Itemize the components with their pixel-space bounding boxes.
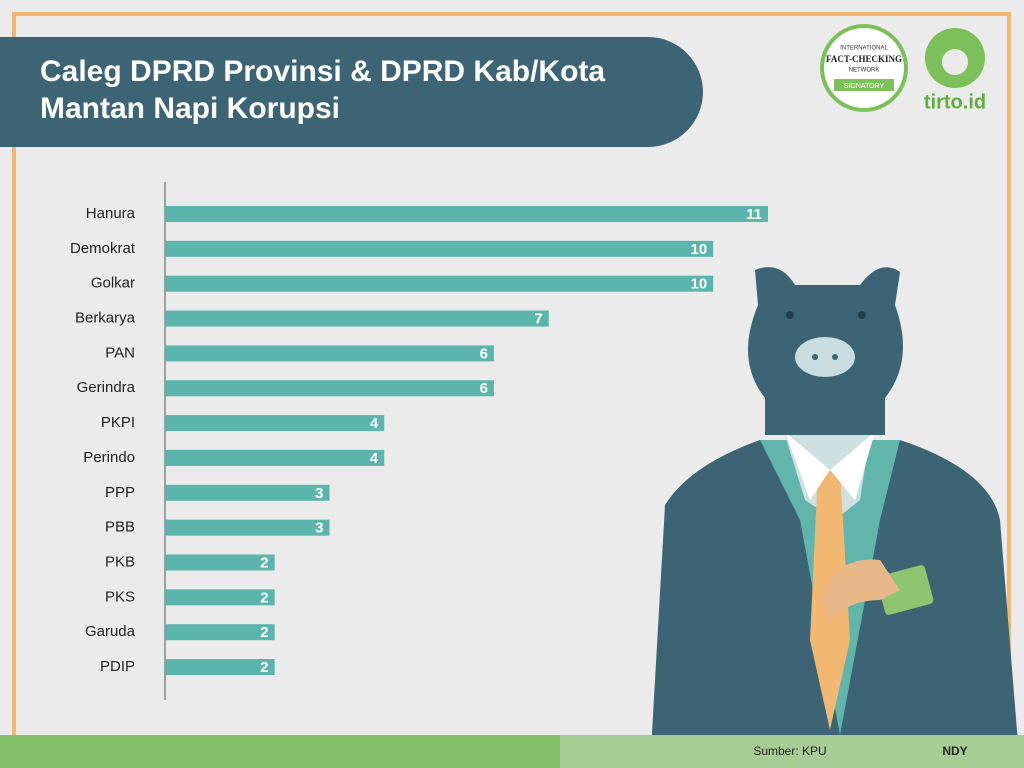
badge-text: INTERNATIONAL — [840, 46, 888, 52]
bar — [165, 380, 494, 397]
chart-title: Caleg DPRD Provinsi & DPRD Kab/Kota — [40, 55, 605, 88]
value-label: 2 — [260, 554, 268, 571]
value-label: 7 — [534, 311, 542, 328]
source: Sumber: KPU — [753, 744, 826, 758]
illustration — [0, 267, 1024, 768]
category-label: Gerindra — [77, 379, 136, 396]
category-label: PPP — [105, 484, 135, 501]
value-label: 4 — [370, 450, 379, 467]
category-label: Demokrat — [70, 240, 136, 257]
value-label: 10 — [690, 241, 707, 258]
bar — [165, 275, 714, 292]
bar — [165, 415, 385, 432]
value-label: 3 — [315, 485, 323, 502]
bar — [165, 659, 275, 676]
title-banner — [0, 37, 703, 147]
badge-text: SIGNATORY — [844, 83, 885, 90]
bar — [165, 519, 330, 536]
logo-face — [942, 49, 968, 75]
value-label: 2 — [260, 624, 268, 641]
category-label: Golkar — [91, 275, 135, 292]
value-label: 3 — [315, 520, 323, 537]
bar — [165, 554, 275, 571]
value-label: 11 — [746, 206, 762, 223]
bar — [165, 206, 768, 222]
value-label: 6 — [480, 380, 488, 397]
logo-text: tirto.id — [924, 91, 986, 113]
value-label: 2 — [260, 589, 268, 606]
chart-title: Mantan Napi Korupsi — [40, 92, 340, 125]
bar — [165, 589, 275, 606]
category-label: PBB — [105, 519, 135, 536]
value-label: 10 — [690, 276, 707, 293]
bar — [165, 484, 330, 501]
bar — [165, 449, 385, 466]
frame — [12, 12, 1011, 768]
category-label: PAN — [105, 344, 135, 361]
bar — [165, 345, 494, 362]
category-label: PKB — [105, 553, 135, 570]
badge-text: NETWORK — [849, 68, 880, 74]
credit: NDY — [942, 744, 967, 758]
bar — [165, 240, 714, 257]
bar — [165, 310, 549, 327]
value-label: 2 — [260, 659, 268, 676]
category-label: Berkarya — [75, 310, 136, 327]
bar — [165, 624, 275, 641]
badge-text: FACT-CHECKING — [826, 54, 902, 64]
category-label: Perindo — [83, 449, 135, 466]
value-label: 6 — [480, 345, 488, 362]
category-label: PKS — [105, 588, 135, 605]
badge-band — [834, 79, 894, 91]
category-label: PDIP — [100, 658, 135, 675]
category-label: Garuda — [85, 623, 136, 640]
value-label: 4 — [370, 415, 379, 432]
category-label: Hanura — [86, 205, 136, 222]
category-label: PKPI — [101, 414, 135, 431]
